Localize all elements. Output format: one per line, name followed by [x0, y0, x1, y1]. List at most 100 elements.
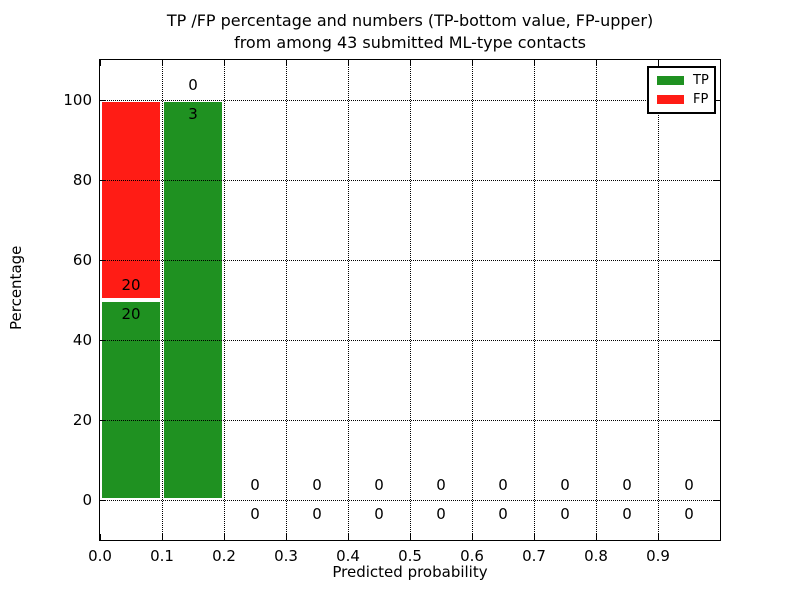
annotation-tp-count: 20: [121, 305, 141, 323]
x-tick-label: 0.5: [398, 547, 422, 565]
x-tick-mark: [410, 534, 411, 540]
x-tick-mark: [162, 60, 163, 66]
gridline-vertical: [472, 60, 473, 540]
fp-color-swatch: [657, 95, 684, 104]
y-tick-mark: [714, 180, 720, 181]
x-axis-label: Predicted probability: [332, 563, 488, 581]
gridline-vertical: [596, 60, 597, 540]
y-tick-mark: [100, 100, 106, 101]
x-tick-mark: [596, 60, 597, 66]
annotation-tp-count: 0: [250, 505, 260, 523]
y-tick-mark: [714, 260, 720, 261]
x-tick-label: 0.7: [522, 547, 546, 565]
x-tick-label: 0.2: [212, 547, 236, 565]
annotation-fp-count: 0: [312, 476, 322, 494]
y-tick-mark: [714, 340, 720, 341]
legend-item-fp: FP: [649, 93, 714, 106]
x-tick-mark: [596, 534, 597, 540]
gridline-vertical: [658, 60, 659, 540]
x-tick-mark: [472, 534, 473, 540]
annotation-fp-count: 0: [498, 476, 508, 494]
gridline-vertical: [348, 60, 349, 540]
x-tick-label: 0.6: [460, 547, 484, 565]
x-tick-label: 0.4: [336, 547, 360, 565]
gridline-vertical: [224, 60, 225, 540]
x-tick-label: 0.8: [584, 547, 608, 565]
annotation-tp-count: 0: [498, 505, 508, 523]
x-tick-mark: [100, 60, 101, 66]
y-tick-mark: [714, 420, 720, 421]
gridline-horizontal: [100, 100, 720, 101]
x-tick-mark: [162, 534, 163, 540]
legend-label-fp: FP: [693, 92, 709, 107]
annotation-fp-count: 0: [436, 476, 446, 494]
y-tick-mark: [100, 260, 106, 261]
x-tick-mark: [472, 60, 473, 66]
gridline-horizontal: [100, 500, 720, 501]
x-tick-mark: [224, 60, 225, 66]
gridline-horizontal: [100, 420, 720, 421]
chart-title: TP /FP percentage and numbers (TP-bottom…: [100, 10, 720, 54]
x-tick-label: 0.9: [646, 547, 670, 565]
x-tick-mark: [286, 534, 287, 540]
annotation-fp-count: 20: [121, 276, 141, 294]
plot-area: 20 20 0 3 0 0 0 0 0 0 0 0 0 0 0 0 0 0 0 0: [99, 59, 721, 541]
annotation-tp-count: 0: [560, 505, 570, 523]
y-tick-mark: [100, 180, 106, 181]
y-axis-label: Percentage: [7, 245, 25, 330]
annotation-fp-count: 0: [374, 476, 384, 494]
x-tick-label: 0.0: [88, 547, 112, 565]
tp-color-swatch: [657, 76, 684, 85]
legend-item-tp: TP: [649, 74, 714, 87]
chart-title-line2: from among 43 submitted ML-type contacts: [234, 33, 586, 52]
y-tick-mark: [100, 340, 106, 341]
gridline-horizontal: [100, 260, 720, 261]
annotation-tp-count: 0: [374, 505, 384, 523]
gridline-vertical: [286, 60, 287, 540]
x-tick-mark: [658, 60, 659, 66]
x-tick-mark: [658, 534, 659, 540]
y-tick-mark: [714, 500, 720, 501]
annotation-tp-count: 0: [436, 505, 446, 523]
bar-fp-segment: [100, 100, 162, 300]
annotation-fp-count: 0: [188, 76, 198, 94]
gridline-vertical: [162, 60, 163, 540]
annotation-tp-count: 0: [622, 505, 632, 523]
x-tick-mark: [534, 60, 535, 66]
gridline-horizontal: [100, 340, 720, 341]
x-tick-mark: [100, 534, 101, 540]
x-tick-mark: [286, 60, 287, 66]
annotation-fp-count: 0: [560, 476, 570, 494]
annotation-fp-count: 0: [684, 476, 694, 494]
y-tick-label: 20: [72, 411, 92, 429]
gridline-vertical: [534, 60, 535, 540]
annotation-tp-count: 0: [312, 505, 322, 523]
x-tick-mark: [534, 534, 535, 540]
y-tick-mark: [100, 500, 106, 501]
annotation-fp-count: 0: [250, 476, 260, 494]
x-tick-mark: [224, 534, 225, 540]
chart-title-line1: TP /FP percentage and numbers (TP-bottom…: [166, 11, 654, 30]
annotation-fp-count: 0: [622, 476, 632, 494]
x-tick-label: 0.3: [274, 547, 298, 565]
x-tick-mark: [348, 534, 349, 540]
y-tick-mark: [100, 420, 106, 421]
x-tick-label: 0.1: [150, 547, 174, 565]
y-tick-label: 80: [72, 171, 92, 189]
annotation-tp-count: 3: [188, 105, 198, 123]
x-tick-mark: [348, 60, 349, 66]
bar-tp-segment: [100, 300, 162, 500]
bar-tp-segment: [162, 100, 224, 500]
y-tick-label: 60: [72, 251, 92, 269]
legend-label-tp: TP: [693, 73, 709, 88]
y-tick-label: 100: [63, 91, 92, 109]
x-tick-mark: [410, 60, 411, 66]
annotation-tp-count: 0: [684, 505, 694, 523]
y-tick-mark: [714, 100, 720, 101]
gridline-horizontal: [100, 180, 720, 181]
y-tick-label: 40: [72, 331, 92, 349]
y-tick-label: 0: [82, 491, 92, 509]
gridline-vertical: [410, 60, 411, 540]
legend: TP FP: [647, 66, 716, 114]
